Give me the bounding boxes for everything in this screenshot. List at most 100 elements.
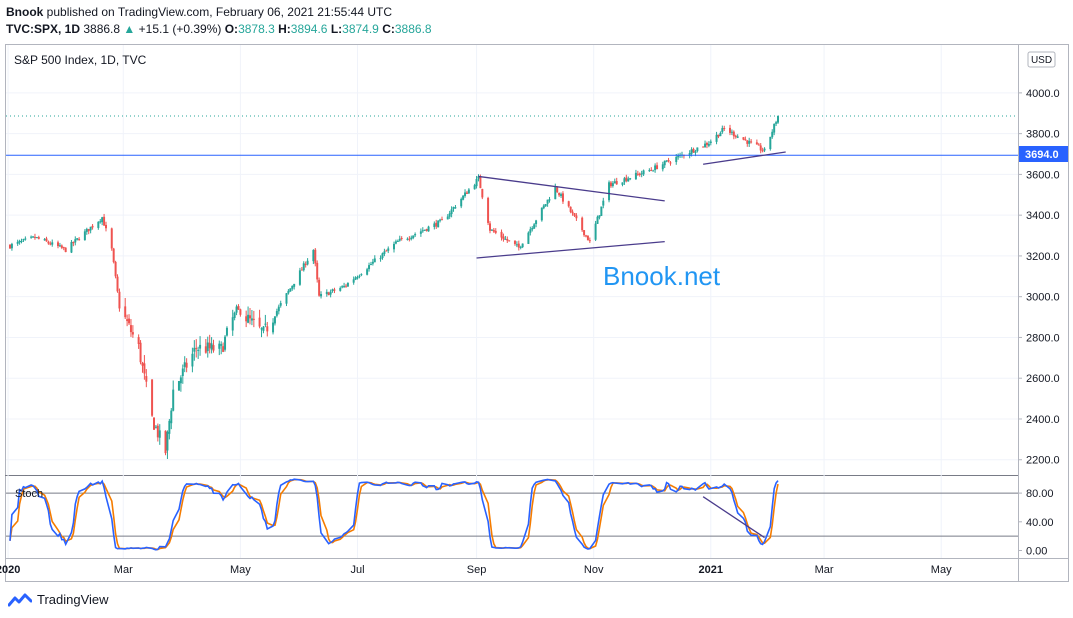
- candle-body: [394, 241, 397, 244]
- time-tick-label: Nov: [584, 564, 604, 576]
- stoch-d-line: [9, 478, 779, 551]
- price-tag: 3694.0: [1025, 149, 1059, 161]
- stoch-tick-label: 0.00: [1026, 546, 1047, 558]
- candle-body: [594, 223, 597, 240]
- candle-body: [396, 240, 399, 242]
- stoch-tick-label: 80.00: [1026, 488, 1054, 500]
- candle-body: [502, 236, 505, 240]
- candle-body: [329, 291, 332, 295]
- low-label: L:: [330, 22, 343, 36]
- candle-body: [51, 242, 54, 245]
- candle-body: [341, 286, 344, 288]
- candle-body: [421, 230, 424, 232]
- candle-body: [16, 241, 19, 244]
- publish-info: Bnook published on TradingView.com, Febr…: [6, 5, 392, 19]
- candle-body: [560, 194, 563, 196]
- candle-body: [275, 311, 278, 316]
- time-tick-label: May: [931, 564, 952, 576]
- candle-body: [199, 344, 202, 349]
- candle-body: [385, 250, 388, 252]
- candle-body: [454, 207, 457, 209]
- candle-body: [24, 238, 27, 240]
- candle-body: [151, 379, 154, 416]
- candle-body: [546, 199, 549, 204]
- candle-body: [206, 342, 209, 352]
- time-tick-label: May: [230, 564, 251, 576]
- candle-body: [231, 317, 234, 331]
- candle-body: [771, 131, 774, 138]
- candle-body: [494, 230, 497, 233]
- candle-body: [663, 160, 666, 166]
- stoch-trend-line: [702, 496, 765, 539]
- candle-body: [49, 243, 52, 245]
- candle-body: [70, 242, 73, 253]
- currency-label: USD: [1031, 55, 1052, 66]
- candle-body: [371, 261, 374, 264]
- candle-body: [285, 293, 288, 304]
- candle-body: [533, 224, 536, 229]
- candle-body: [9, 244, 11, 249]
- candle-body: [170, 410, 173, 424]
- candle-body: [247, 314, 250, 323]
- candle-body: [414, 234, 417, 236]
- candle-body: [360, 274, 363, 276]
- candle-body: [558, 192, 561, 196]
- candle-body: [235, 306, 238, 313]
- candle-body: [333, 289, 336, 291]
- candle-body: [535, 220, 538, 225]
- candle-body: [427, 226, 430, 232]
- candle-body: [744, 139, 747, 141]
- time-tick-label: Sep: [467, 564, 487, 576]
- candle-body: [139, 342, 142, 363]
- candle-body: [76, 238, 79, 240]
- candle-body: [212, 345, 215, 351]
- candle-body: [709, 141, 712, 144]
- stochastic-pane: [6, 478, 1018, 551]
- candle-body: [252, 318, 255, 320]
- candle-body: [548, 199, 551, 201]
- footer-brand[interactable]: TradingView: [8, 592, 109, 607]
- candle-body: [715, 134, 718, 142]
- candle-body: [47, 241, 50, 244]
- candle-body: [602, 200, 605, 206]
- low-value: 3874.9: [342, 22, 379, 36]
- candle-body: [83, 231, 86, 241]
- open-label: O:: [224, 22, 239, 36]
- time-tick-label: 2021: [699, 564, 723, 576]
- candle-body: [45, 238, 48, 242]
- watermark: Bnook.net: [603, 261, 721, 291]
- candle-body: [183, 362, 186, 367]
- candle-body: [763, 148, 766, 151]
- candle-body: [291, 285, 294, 289]
- candle-body: [179, 377, 182, 384]
- candle-body: [736, 136, 739, 138]
- candle-body: [302, 263, 305, 271]
- candle-body: [487, 197, 490, 223]
- candle-body: [517, 243, 520, 248]
- candle-body: [581, 217, 584, 231]
- candle-body: [567, 201, 570, 207]
- candle-body: [571, 211, 574, 214]
- candle-body: [343, 285, 346, 287]
- candle-body: [425, 229, 428, 231]
- candle-body: [705, 142, 708, 145]
- price-tick-label: 2200.0: [1026, 455, 1060, 467]
- candle-body: [195, 347, 198, 349]
- candle-body: [575, 215, 578, 219]
- candle-body: [690, 149, 693, 154]
- symbol: TVC:SPX, 1D: [6, 22, 81, 36]
- candle-body: [448, 213, 451, 217]
- candle-body: [237, 306, 240, 310]
- candle-body: [721, 128, 724, 133]
- candle-body: [387, 248, 390, 251]
- candle-body: [32, 236, 35, 238]
- candle-body: [369, 264, 372, 266]
- price-tick-label: 2800.0: [1026, 332, 1060, 344]
- candle-body: [314, 249, 317, 264]
- candle-body: [273, 316, 276, 324]
- grid: [6, 45, 1018, 558]
- currency-button[interactable]: [1027, 51, 1056, 68]
- candle-body: [181, 368, 184, 376]
- price-change: +15.1 (+0.39%): [138, 22, 222, 36]
